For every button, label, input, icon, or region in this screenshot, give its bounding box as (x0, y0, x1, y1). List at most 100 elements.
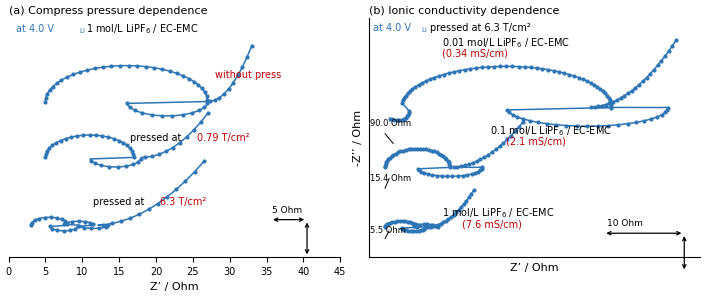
Point (430, 223, 441, 228)
Point (70, 226, 81, 231)
Point (662, 108, 673, 112)
Point (121, 101, 133, 106)
Point (85, 158, 97, 163)
Point (581, 79, 592, 83)
Point (404, 89, 415, 94)
Point (195, 120, 206, 125)
Point (482, 65, 493, 69)
Point (501, 137, 513, 142)
Point (400, 228, 412, 232)
Point (474, 157, 486, 162)
Point (422, 172, 433, 176)
Point (408, 224, 419, 229)
Point (663, 49, 674, 53)
Point (171, 187, 182, 192)
Point (471, 159, 482, 164)
Point (44, 224, 55, 229)
Point (407, 87, 418, 91)
Point (573, 75, 584, 80)
Point (458, 201, 469, 206)
Point (246, 43, 258, 48)
Point (400, 219, 411, 224)
Point (174, 140, 185, 145)
Point (426, 148, 438, 153)
Point (164, 69, 175, 74)
Point (648, 67, 659, 72)
Point (537, 66, 548, 71)
Point (90, 66, 101, 71)
Point (199, 105, 210, 109)
Point (525, 65, 537, 70)
Point (417, 80, 428, 85)
Point (407, 221, 418, 225)
Point (463, 162, 474, 167)
Point (397, 148, 409, 153)
Point (646, 117, 657, 121)
Point (602, 123, 614, 128)
Point (507, 64, 518, 69)
Point (102, 223, 114, 228)
Point (405, 220, 416, 225)
Point (140, 64, 151, 69)
Point (184, 76, 195, 81)
Text: pressed at: pressed at (130, 134, 185, 143)
Point (548, 68, 559, 73)
Text: without press: without press (215, 70, 281, 80)
Point (124, 105, 136, 109)
Point (156, 113, 167, 118)
Point (436, 174, 448, 179)
Point (180, 179, 191, 183)
Point (137, 111, 148, 115)
Point (113, 138, 124, 143)
Point (398, 96, 409, 100)
Point (193, 108, 205, 113)
Point (604, 98, 616, 103)
Point (441, 157, 452, 162)
Point (513, 64, 525, 69)
Point (532, 120, 544, 125)
Point (606, 105, 617, 110)
Text: 10 Ohm: 10 Ohm (607, 219, 643, 228)
Point (51, 140, 62, 145)
Point (525, 118, 536, 123)
Point (439, 155, 450, 160)
Point (26, 220, 37, 225)
Point (432, 225, 443, 230)
Point (622, 121, 633, 126)
Point (153, 152, 164, 157)
Point (420, 225, 431, 230)
Point (641, 75, 652, 80)
Point (79, 219, 90, 224)
Point (428, 223, 439, 227)
Point (73, 219, 84, 224)
Point (597, 103, 608, 108)
Point (436, 152, 447, 157)
Point (102, 135, 114, 139)
Point (419, 226, 431, 230)
Point (466, 191, 477, 196)
Point (395, 149, 406, 154)
Point (381, 158, 393, 163)
Point (419, 170, 430, 175)
Point (133, 159, 144, 164)
Point (381, 222, 393, 227)
Point (452, 164, 463, 169)
Point (189, 169, 201, 174)
Point (430, 223, 441, 228)
Y-axis label: -Z’’ / Ohm: -Z’’ / Ohm (353, 109, 364, 165)
Point (177, 112, 189, 117)
Point (396, 226, 407, 230)
Text: (a) Compress pressure dependence: (a) Compress pressure dependence (8, 6, 207, 15)
Point (477, 65, 488, 70)
Point (554, 69, 565, 74)
Point (160, 149, 172, 154)
Point (613, 122, 624, 127)
Point (509, 129, 520, 134)
Point (199, 90, 210, 94)
Point (460, 163, 471, 168)
Point (461, 198, 472, 203)
Point (148, 65, 160, 70)
Text: $_{\mathregular{Li}}$: $_{\mathregular{Li}}$ (421, 25, 429, 35)
Text: 1 mol/L LiPF$_6$ / EC-EMC: 1 mol/L LiPF$_6$ / EC-EMC (442, 206, 554, 220)
Point (652, 114, 663, 119)
